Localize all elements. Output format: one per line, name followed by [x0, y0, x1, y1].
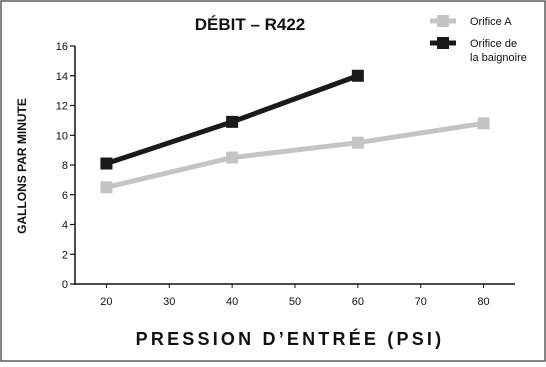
x-tick-label: 20: [100, 296, 112, 308]
chart-title: DÉBIT – R422: [195, 15, 306, 34]
y-tick-label: 16: [56, 41, 68, 53]
x-tick-label: 40: [226, 296, 238, 308]
series-line-1: [105, 120, 484, 190]
y-tick-label: 8: [62, 160, 68, 172]
axes: 0 2 4 6 8 10 12 14 16 20 30 40 50 60 70 80: [56, 41, 515, 308]
series-1-point: [100, 181, 113, 194]
series-2-point: [351, 69, 364, 82]
y-tick-label: 10: [56, 130, 68, 142]
series-1-point: [477, 117, 490, 130]
y-tick-label: 2: [62, 249, 68, 261]
x-tick-label: 70: [415, 296, 427, 308]
x-tick-label: 50: [289, 296, 301, 308]
legend: Orifice A Orifice de la baignoire: [430, 15, 527, 64]
x-axis-title: PRESSION D’ENTRÉE (PSI): [136, 328, 445, 349]
series-1-point: [351, 136, 364, 149]
x-tick-label: 80: [477, 296, 489, 308]
y-tick-label: 12: [56, 101, 68, 113]
x-tick-label: 60: [352, 296, 364, 308]
y-tick-label: 14: [56, 71, 68, 83]
legend-label: la baignoire: [470, 52, 527, 64]
x-tick-label: 30: [163, 296, 175, 308]
y-tick-label: 4: [62, 220, 68, 232]
series-1-point: [226, 151, 239, 164]
legend-label: Orifice de: [470, 38, 517, 50]
y-tick-label: 0: [62, 279, 68, 291]
legend-label: Orifice A: [470, 16, 512, 28]
legend-marker-1: [437, 15, 449, 27]
series-2-point: [226, 115, 239, 128]
legend-marker-2: [437, 37, 449, 49]
y-axis-title: GALLONS PAR MINUTE: [15, 98, 29, 234]
y-tick-label: 6: [62, 190, 68, 202]
series-layer: [100, 69, 490, 194]
series-2-point: [100, 157, 113, 170]
